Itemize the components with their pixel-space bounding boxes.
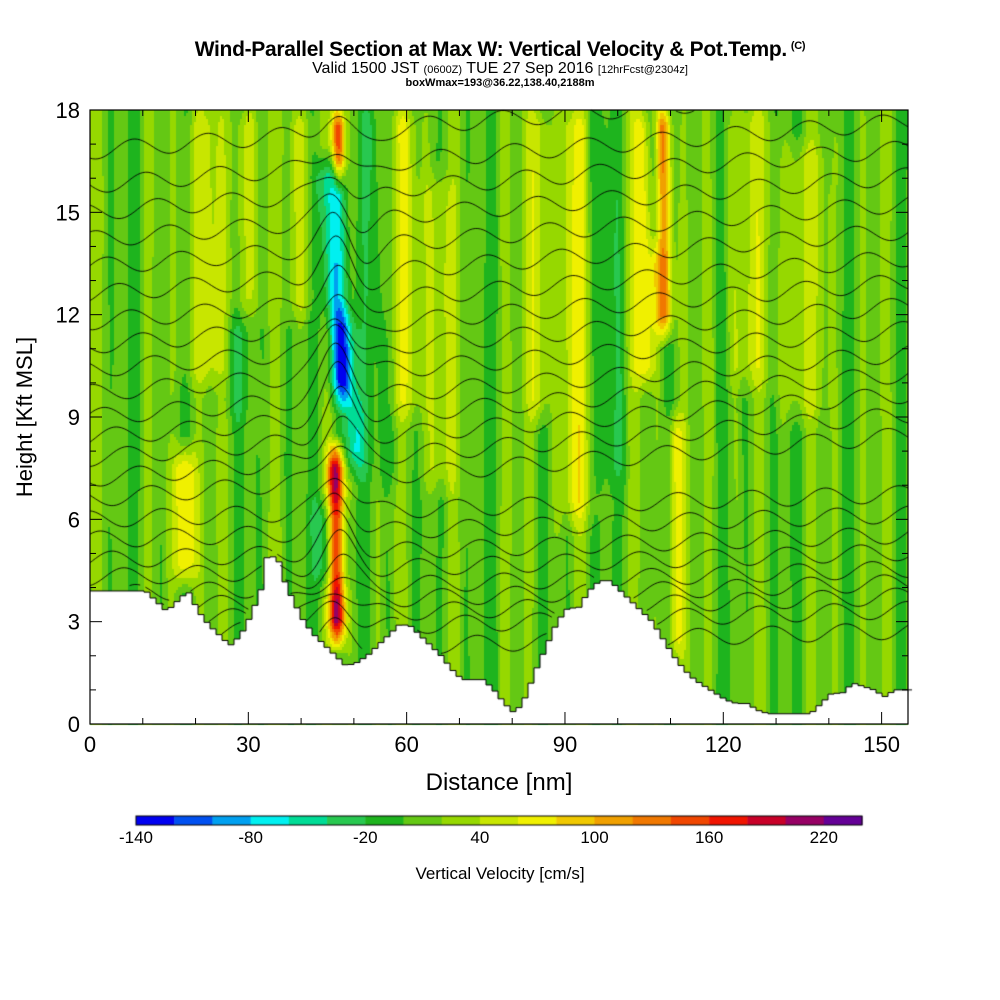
x-tick-label: 60: [394, 732, 418, 757]
colorbar-label: Vertical Velocity [cm/s]: [415, 864, 585, 883]
colorbar-tick-label: -140: [119, 828, 153, 847]
colorbar-tick-label: -20: [353, 828, 378, 847]
y-tick-label: 9: [68, 405, 80, 430]
y-axis-label: Height [Kft MSL]: [12, 337, 37, 497]
copyright-mark: (C): [790, 40, 806, 52]
plot-frame: [89, 109, 909, 725]
colorbar-tick-label: 100: [580, 828, 608, 847]
x-tick-label: 30: [236, 732, 260, 757]
y-tick-label: 18: [56, 98, 80, 123]
valid-date: TUE 27 Sep 2016: [466, 60, 594, 77]
colorbar-tick-label: 160: [695, 828, 723, 847]
x-axis-label: Distance [nm]: [426, 769, 573, 796]
x-tick-label: 150: [863, 732, 900, 757]
colorbar-tick-label: -80: [238, 828, 263, 847]
colorbar-tick-label: 220: [810, 828, 838, 847]
valid-time: Valid 1500 JST: [312, 60, 420, 77]
chart-subtitle: Valid 1500 JST (0600Z) TUE 27 Sep 2016 […: [0, 60, 1000, 78]
colorbar-tick-label: 40: [470, 828, 489, 847]
y-tick-label: 12: [56, 303, 80, 328]
chart-title-text: Wind-Parallel Section at Max W: Vertical…: [194, 38, 788, 61]
y-tick-label: 15: [56, 200, 80, 225]
y-tick-label: 0: [68, 712, 80, 737]
y-tick-label: 3: [68, 610, 80, 635]
chart-title: Wind-Parallel Section at Max W: Vertical…: [0, 38, 1000, 62]
x-tick-label: 120: [705, 732, 742, 757]
box-wmax-info: boxWmax=193@36.22,138.40,2188m: [405, 77, 595, 89]
forecast-info: [12hrFcst@2304z]: [597, 64, 688, 76]
valid-zulu: (0600Z): [423, 64, 463, 76]
y-tick-label: 6: [68, 507, 80, 532]
x-tick-label: 90: [553, 732, 577, 757]
x-tick-label: 0: [84, 732, 96, 757]
